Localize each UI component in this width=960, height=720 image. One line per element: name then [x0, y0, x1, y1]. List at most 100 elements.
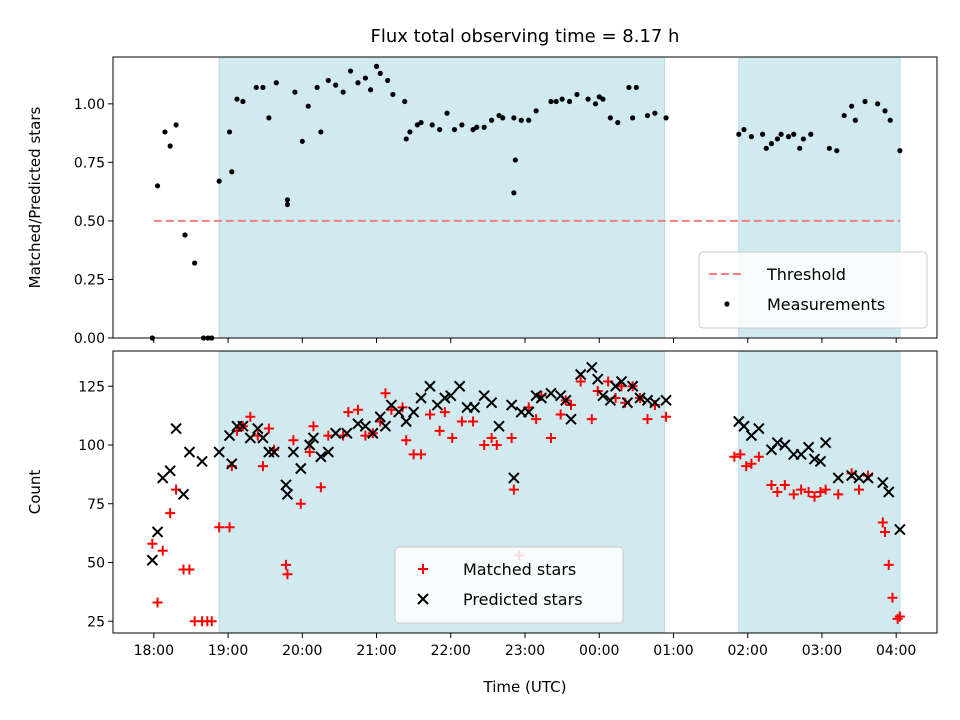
data-point [167, 143, 173, 149]
data-point [894, 611, 905, 622]
data-point [574, 91, 580, 98]
data-point [615, 119, 621, 126]
data-point [741, 126, 747, 133]
data-point [439, 392, 451, 404]
data-point [308, 421, 319, 432]
data-point [403, 136, 409, 142]
y-tick-label: 1.00 [74, 97, 105, 113]
data-point [152, 597, 163, 608]
data-point [318, 129, 324, 135]
data-point [401, 435, 412, 446]
legend-box [698, 251, 928, 329]
data-point [295, 462, 307, 475]
data-point [833, 489, 844, 500]
data-point [832, 472, 844, 484]
data-point [753, 451, 764, 462]
data-point [226, 458, 238, 470]
data-point [788, 489, 799, 500]
data-point [223, 429, 236, 442]
data-point [633, 84, 639, 91]
data-point [652, 110, 658, 116]
data-point [385, 77, 391, 84]
data-point [814, 455, 827, 468]
data-point [738, 420, 750, 432]
data-point [479, 440, 490, 450]
data-point [257, 461, 268, 472]
data-point [574, 368, 587, 381]
data-point [882, 108, 888, 114]
data-point [663, 115, 669, 121]
data-point [374, 411, 386, 423]
data-point [234, 96, 240, 102]
data-point [771, 436, 784, 449]
data-point [808, 131, 814, 137]
data-point [377, 70, 383, 76]
data-point [626, 380, 639, 392]
data-point [196, 455, 208, 468]
data-point [273, 80, 279, 86]
data-point [343, 407, 354, 418]
data-point [288, 435, 299, 446]
data-point [147, 538, 158, 549]
data-point [630, 115, 636, 121]
data-point [305, 103, 311, 109]
x-tick-label: 20:00 [282, 643, 322, 659]
data-point [447, 432, 458, 443]
data-point [555, 409, 566, 420]
data-point [553, 98, 559, 105]
data-point [323, 430, 334, 441]
y-tick-label: 0.50 [74, 214, 105, 230]
data-point [295, 498, 306, 509]
data-point [607, 115, 613, 121]
data-point [887, 117, 893, 123]
data-point [468, 401, 481, 414]
y-tick-label: 125 [78, 379, 105, 395]
data-point [424, 380, 436, 392]
data-point [162, 129, 168, 135]
data-point [512, 157, 518, 163]
data-point [819, 436, 832, 449]
top-panel-ratio: 0.00 0.25 0.50 0.75 1.00 Matched/Predicted st… [26, 56, 938, 347]
data-point [414, 122, 420, 128]
x-tick-label: 21:00 [356, 643, 396, 659]
series-matched-stars [147, 376, 905, 627]
data-point [151, 526, 164, 538]
data-point [164, 465, 176, 477]
data-point [252, 422, 264, 435]
data-point [304, 439, 316, 451]
data-point [173, 122, 179, 128]
data-point [797, 145, 803, 151]
data-point [488, 117, 495, 123]
data-point [468, 416, 479, 427]
data-point [626, 84, 632, 91]
chart-title: Flux total observing time = 8.17 h [371, 26, 680, 47]
data-point [511, 115, 517, 121]
data-point [170, 422, 182, 435]
y-tick-label: 0.00 [74, 331, 105, 347]
data-point [748, 134, 755, 140]
data-point [641, 394, 654, 407]
data-point [854, 484, 865, 495]
data-point [444, 110, 450, 116]
data-point [304, 447, 315, 458]
data-point [862, 472, 874, 484]
data-point [244, 432, 257, 444]
series-measurements [149, 63, 903, 341]
data-point [815, 487, 826, 497]
data-point [845, 469, 858, 482]
data-point [803, 487, 814, 497]
data-point [880, 526, 891, 537]
data-point [459, 122, 465, 128]
data-point [307, 432, 320, 444]
data-point [213, 446, 225, 458]
series-predicted-stars [146, 361, 906, 566]
data-point [592, 101, 599, 107]
data-point [772, 487, 783, 497]
data-point [729, 451, 740, 462]
y-tick-label: 25 [87, 614, 105, 630]
data-point [481, 124, 487, 130]
data-point [897, 148, 903, 154]
data-point [287, 446, 300, 458]
data-point [506, 432, 517, 443]
data-point [849, 103, 855, 109]
